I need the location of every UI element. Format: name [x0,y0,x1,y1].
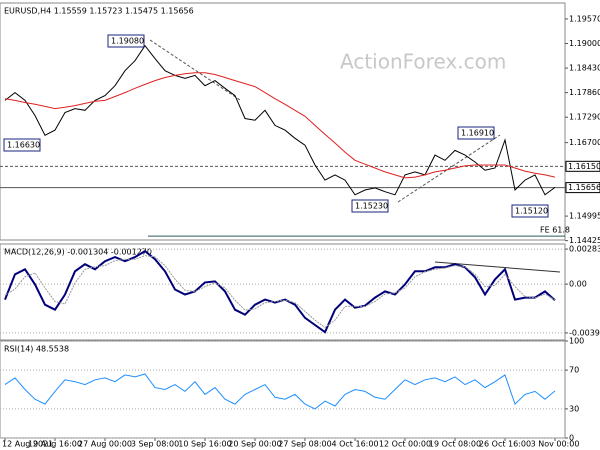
trend-line [397,134,501,203]
y-tick-label: 70 [569,366,579,375]
panel-frame [0,2,566,241]
x-tick-label: 26 Oct 16:00 [479,440,531,449]
y-tick-label: 1.17860 [569,88,600,97]
series-line [4,373,556,410]
x-tick-label: 3 Sep 08:00 [131,440,179,449]
annotation-box [3,138,41,152]
panel-frame [0,243,566,341]
x-tick-label: 20 Sep 00:00 [228,440,281,449]
y-tick-label: 100 [569,337,584,346]
annotation-box [351,199,389,213]
annotation-box [107,34,145,48]
y-tick-label: 30 [569,404,579,413]
y-tick-label: 1.17290 [569,113,600,122]
x-tick-label: 19 Aug 16:00 [28,440,82,449]
y-tick-label: 0.00283 [569,245,600,254]
level-label-box [565,182,600,194]
annotation-box [511,204,549,218]
y-tick-label: 1.14425 [569,236,600,245]
panel-title: RSI(14) 48.5538 [4,345,69,354]
series-line [4,44,556,196]
x-tick-label: 12 Oct 00:00 [379,440,431,449]
level-label: FE 61.8 [540,226,570,235]
x-tick-label: 27 Aug 00:00 [78,440,132,449]
level-label: 1.16150 [568,162,600,171]
level-label-box [565,160,600,172]
trend-line [149,39,241,101]
y-tick-label: 1.16700 [569,138,600,147]
level-label: 1.15656 [568,183,600,192]
y-tick-label: -0.003939 [569,328,600,337]
annotation: 1.15120 [515,207,548,216]
x-tick-label: 12 Aug 2021 [2,440,53,449]
x-tick-label: 3 Nov 00:00 [531,440,580,449]
series-line [4,255,556,329]
x-tick-label: 19 Oct 08:00 [429,440,481,449]
annotation: 1.16910 [461,129,494,138]
y-tick-label: 1.19000 [569,39,600,48]
annotation: 1.16630 [7,141,40,150]
annotation: 1.15230 [355,202,388,211]
y-tick-label: 1.18430 [569,64,600,73]
annotation: 1.19080 [111,37,144,46]
series-line [4,72,556,179]
watermark: ActionForex.com [340,50,506,74]
x-tick-label: 10 Sep 16:00 [178,440,231,449]
annotation-box [457,126,495,140]
panel-title: MACD(12,26,9) -0.001304 -0.001270 [4,248,152,257]
y-tick-label: 1.14995 [569,212,600,221]
x-tick-label: 27 Sep 08:00 [278,440,331,449]
panel-title: EURUSD,H4 1.15559 1.15723 1.15475 1.1565… [4,7,194,16]
y-tick-label: 1.19570 [569,14,600,23]
x-tick-label: 4 Oct 16:00 [331,440,378,449]
y-tick-label: 0.00 [569,280,587,289]
y-tick-label: 0 [569,434,574,443]
